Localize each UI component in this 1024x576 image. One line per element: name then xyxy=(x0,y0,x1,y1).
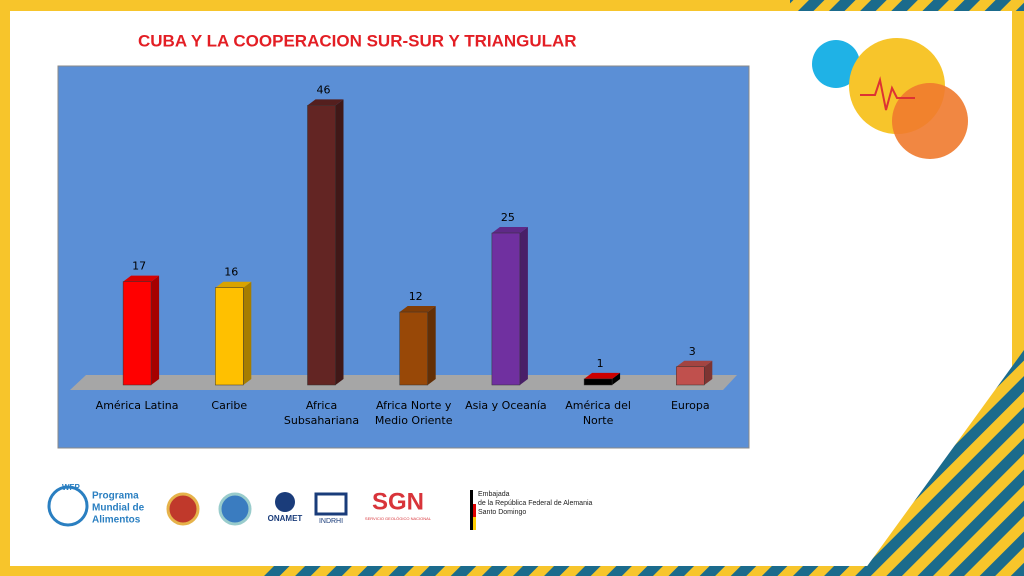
bar-top xyxy=(215,281,252,288)
bar-side xyxy=(519,227,528,385)
x-tick-label: Europa xyxy=(670,399,710,412)
bar-side xyxy=(151,275,160,385)
flag xyxy=(473,504,476,517)
onamet-label: ONAMET xyxy=(268,514,303,523)
x-tick-label: América Latina xyxy=(95,399,179,412)
embassy: Santo Domingo xyxy=(478,509,526,516)
wfp-label: WFP xyxy=(62,483,80,492)
stripe-bottom xyxy=(260,566,1024,576)
value-label: 3 xyxy=(689,345,696,358)
bar-side xyxy=(427,306,436,385)
x-tick-label: Caribe xyxy=(211,399,248,412)
value-label: 17 xyxy=(132,260,146,273)
bar-top xyxy=(399,306,436,313)
x-tick-label: Asia y Oceanía xyxy=(465,399,547,412)
deco-icon xyxy=(860,76,915,111)
value-label: 25 xyxy=(501,211,515,224)
stripe-corner xyxy=(860,350,1024,576)
bar xyxy=(676,366,705,386)
deco-circle xyxy=(892,83,968,159)
bar-side xyxy=(704,360,713,385)
sgn-name: SERVICIO GEOLÓGICO NACIONAL xyxy=(365,516,432,521)
bar-top xyxy=(123,275,160,282)
flag xyxy=(473,517,476,530)
bar xyxy=(215,287,244,386)
bar-side xyxy=(612,372,621,385)
bar-top xyxy=(307,99,344,106)
value-label: 12 xyxy=(409,290,423,303)
sgn-logo: SGN xyxy=(372,488,424,515)
bar-top xyxy=(491,227,528,233)
value-label: 1 xyxy=(597,357,604,370)
x-tick-label: Africa Norte y Medio Oriente xyxy=(374,399,453,427)
bar-top xyxy=(584,372,621,379)
plot-area xyxy=(57,65,750,449)
bar-side xyxy=(335,99,344,385)
wfp-name: Programa xyxy=(92,491,139,502)
chart-title: CUBA Y LA COOPERACION SUR-SUR Y TRIANGUL… xyxy=(138,31,577,50)
embassy: Embajada xyxy=(478,491,510,498)
value-label: 16 xyxy=(224,266,238,279)
bar xyxy=(491,232,521,386)
deco-circle xyxy=(812,40,860,88)
value-label: 46 xyxy=(317,83,331,96)
wfp-name: Mundial de xyxy=(92,503,145,514)
bar xyxy=(583,378,613,386)
flag xyxy=(470,490,473,530)
indrhi-label: INDRHI xyxy=(319,518,343,525)
x-tick-label: Africa Subsahariana xyxy=(283,399,360,427)
logo xyxy=(166,492,200,526)
logo xyxy=(218,492,252,526)
bar xyxy=(399,311,428,386)
indrhi-logo xyxy=(314,492,348,516)
bar-top xyxy=(676,360,713,367)
embassy: de la República Federal de Alemania xyxy=(478,500,593,507)
onamet-logo xyxy=(275,492,295,512)
bar-side xyxy=(243,281,252,385)
bar xyxy=(307,105,336,386)
stripe-top xyxy=(790,0,1024,11)
x-tick-label: América del Norte xyxy=(565,399,631,427)
wfp-name: Alimentos xyxy=(92,515,141,526)
wfp-logo xyxy=(47,485,89,527)
bar xyxy=(122,281,152,386)
